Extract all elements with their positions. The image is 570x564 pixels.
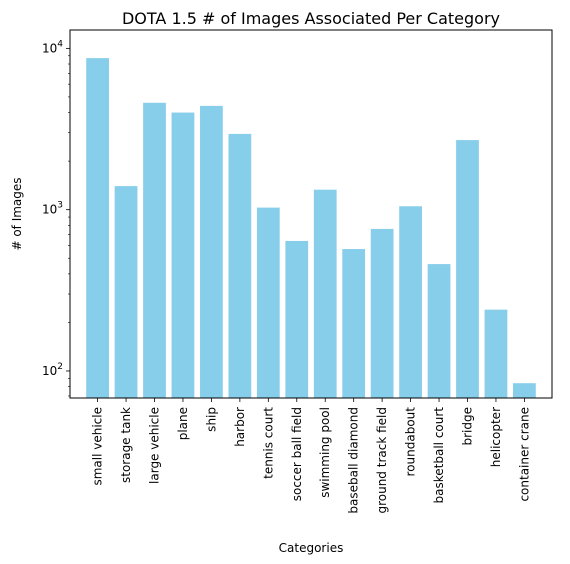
plot-frame bbox=[69, 29, 553, 399]
bar-basketball-court bbox=[427, 264, 451, 398]
x-axis-label: Categories bbox=[279, 541, 344, 555]
y-tick-label: 104 bbox=[42, 39, 63, 55]
bar-swimming-pool bbox=[313, 189, 337, 398]
x-tick-label: storage tank bbox=[119, 407, 133, 483]
bar-soccer-ball-field bbox=[285, 240, 309, 398]
x-tick-label: roundabout bbox=[404, 407, 418, 477]
bar-harbor bbox=[228, 133, 252, 398]
x-tick-label: swimming pool bbox=[318, 407, 332, 498]
bar-bridge bbox=[456, 140, 479, 398]
y-axis-ticks: 102 103 104 bbox=[42, 39, 70, 397]
bar-storage-tank bbox=[114, 186, 138, 398]
y-tick-label: 102 bbox=[42, 362, 63, 378]
x-tick-label: baseball diamond bbox=[347, 407, 361, 514]
bar-helicopter bbox=[484, 309, 508, 398]
bar-small-vehicle bbox=[86, 58, 109, 398]
x-tick-label: harbor bbox=[233, 407, 247, 447]
x-tick-label: helicopter bbox=[489, 407, 503, 467]
bar-large-vehicle bbox=[143, 102, 166, 398]
bar-container-crane bbox=[513, 383, 536, 398]
bar-ship bbox=[200, 105, 223, 398]
y-tick-label: 103 bbox=[42, 201, 63, 217]
bar-plane bbox=[171, 112, 195, 398]
chart-title: DOTA 1.5 # of Images Associated Per Cate… bbox=[122, 9, 500, 28]
x-tick-label: ground track field bbox=[375, 407, 389, 514]
x-tick-label: plane bbox=[176, 407, 190, 440]
x-tick-label: small vehicle bbox=[91, 407, 105, 486]
x-axis-ticks: small vehicle storage tank large vehicle pl… bbox=[91, 398, 531, 514]
x-tick-label: tennis court bbox=[261, 407, 275, 479]
x-tick-label: soccer ball field bbox=[290, 407, 304, 501]
x-tick-label: ship bbox=[204, 407, 218, 432]
bar-tennis-court bbox=[256, 207, 280, 398]
x-tick-label: large vehicle bbox=[148, 407, 162, 484]
bars-group bbox=[86, 58, 536, 398]
x-tick-label: bridge bbox=[460, 407, 474, 446]
x-tick-label: basketball court bbox=[432, 407, 446, 504]
bar-roundabout bbox=[399, 206, 422, 398]
y-axis-label: # of Images bbox=[10, 177, 24, 250]
bar-ground-track-field bbox=[370, 228, 394, 398]
bar-baseball-diamond bbox=[342, 249, 366, 398]
x-tick-label: container crane bbox=[517, 407, 531, 502]
